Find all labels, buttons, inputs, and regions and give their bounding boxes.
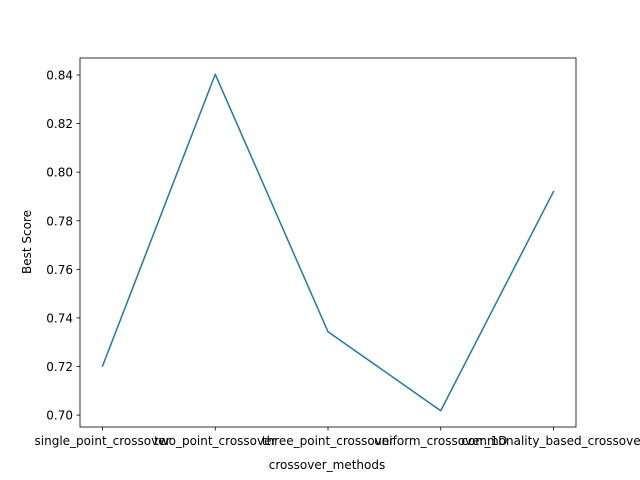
x-tick-label: uniform_crossover_1D [374,434,507,448]
x-tick-label: commonality_based_crossover [461,434,640,448]
y-tick-label: 0.80 [46,166,73,180]
series-line [101,73,555,412]
x-axis-label: crossover_methods [269,458,385,472]
y-tick-label: 0.72 [46,360,73,374]
axes-frame [79,57,577,428]
y-tick-label: 0.78 [46,214,73,228]
y-tick-label: 0.84 [46,69,73,83]
y-tick-label: 0.82 [46,117,73,131]
x-tick-label: three_point_crossover [262,434,394,448]
y-axis-label: Best Score [20,210,34,274]
y-tick-label: 0.76 [46,263,73,277]
y-tick-label: 0.70 [46,409,73,423]
x-tick-label: two_point_crossover [154,434,276,448]
x-tick-label: single_point_crossover [35,434,171,448]
plot-area: 0.70 0.72 0.74 0.76 0.78 0.80 0.82 0.84 single_p… [35,57,640,448]
y-tick-label: 0.74 [46,311,73,325]
